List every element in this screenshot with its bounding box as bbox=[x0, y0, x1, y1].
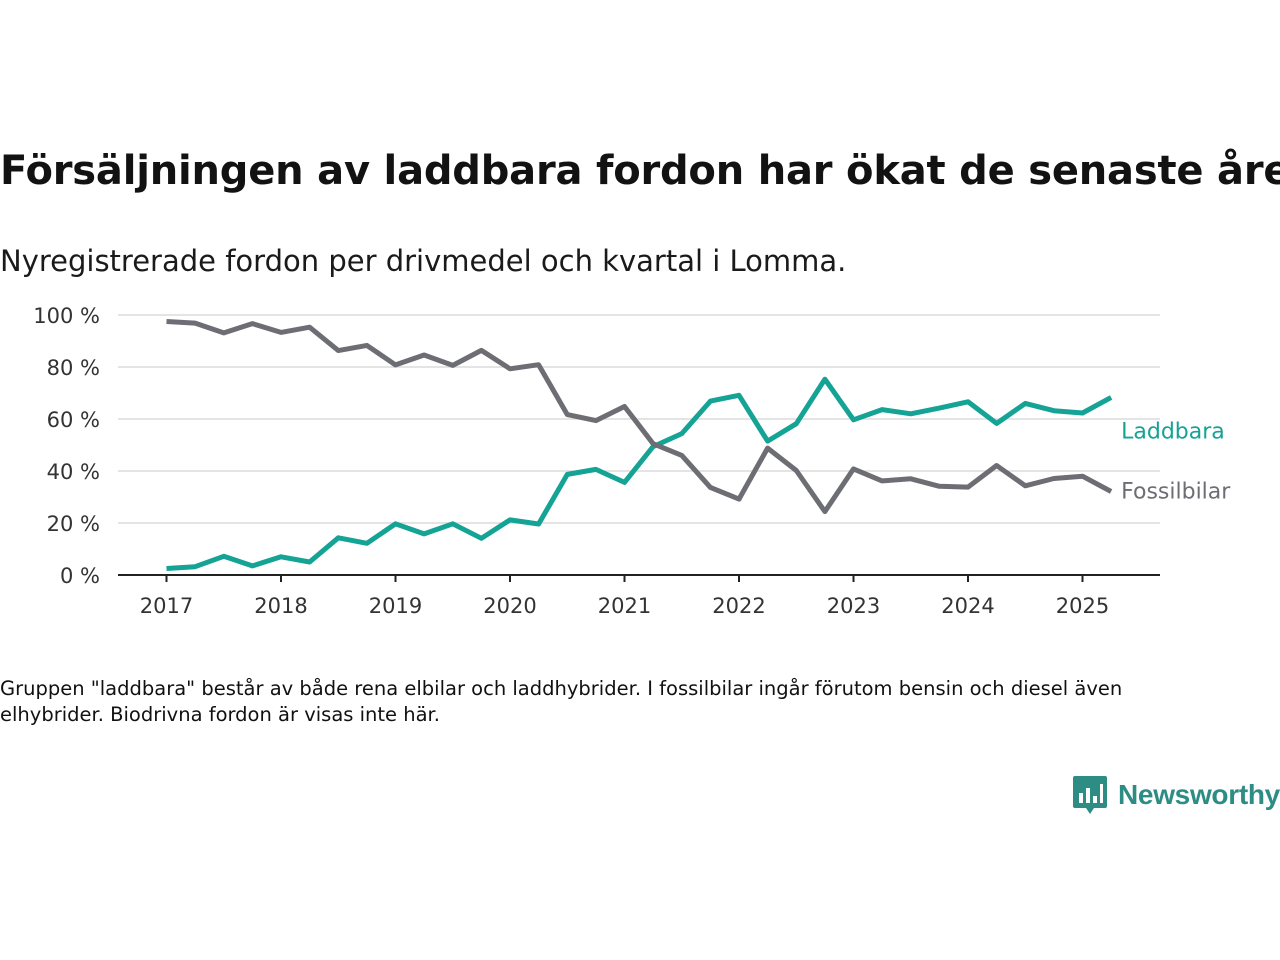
chart-subtitle: Nyregistrerade fordon per drivmedel och … bbox=[0, 244, 847, 278]
newsworthy-logo-icon bbox=[1073, 776, 1107, 814]
line-chart: 0 % 20 % 40 % 60 % 80 % 100 % 2017 2018 2019 202… bbox=[33, 304, 1231, 618]
y-tick-label: 0 % bbox=[60, 564, 100, 588]
y-axis-tick-labels: 0 % 20 % 40 % 60 % 80 % 100 % bbox=[33, 304, 100, 588]
logo-text: Newsworthy bbox=[1118, 779, 1280, 810]
x-tick-label: 2019 bbox=[369, 594, 422, 618]
y-tick-label: 20 % bbox=[47, 512, 100, 536]
series-label-fossilbilar: Fossilbilar bbox=[1121, 480, 1231, 505]
y-tick-label: 40 % bbox=[47, 460, 100, 484]
x-tick-label: 2021 bbox=[598, 594, 651, 618]
series-label-laddbara: Laddbara bbox=[1121, 419, 1225, 444]
series-line-fossilbilar bbox=[166, 319, 1113, 515]
x-tick-label: 2022 bbox=[712, 594, 765, 618]
y-tick-label: 60 % bbox=[47, 408, 100, 432]
x-tick-label: 2024 bbox=[941, 594, 994, 618]
x-axis: 2017 2018 2019 2020 2021 2022 2023 2024 2025 bbox=[118, 574, 1160, 618]
series-labels: Laddbara Fossilbilar bbox=[1121, 419, 1231, 504]
y-tick-label: 100 % bbox=[33, 304, 100, 328]
x-tick-label: 2020 bbox=[483, 594, 536, 618]
newsworthy-logo[interactable]: Newsworthy bbox=[1072, 774, 1280, 816]
footnote: Gruppen "laddbara" består av både rena e… bbox=[0, 677, 1123, 726]
x-tick-label: 2017 bbox=[140, 594, 193, 618]
y-tick-label: 80 % bbox=[47, 356, 100, 380]
x-tick-label: 2025 bbox=[1056, 594, 1109, 618]
x-tick-label: 2023 bbox=[827, 594, 880, 618]
x-tick-label: 2018 bbox=[254, 594, 307, 618]
series-line-laddbara bbox=[166, 376, 1113, 571]
series-lines bbox=[166, 319, 1113, 571]
chart-title: Försäljningen av laddbara fordon har öka… bbox=[0, 148, 1280, 194]
